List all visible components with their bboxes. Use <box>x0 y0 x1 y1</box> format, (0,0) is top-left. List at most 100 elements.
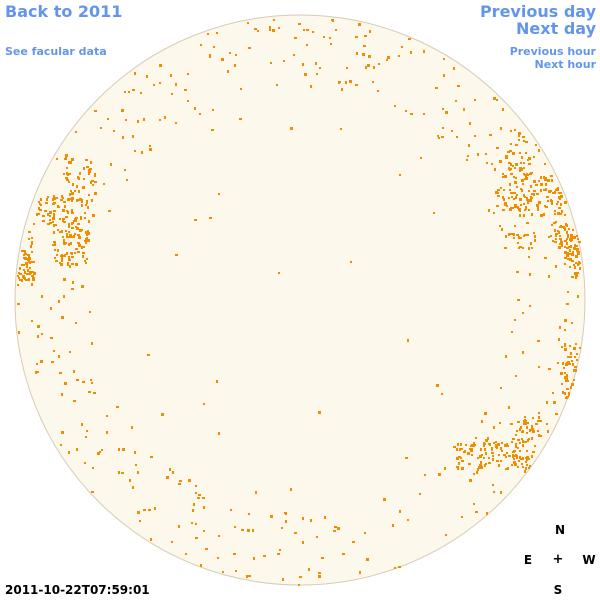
facula-spot <box>62 197 64 199</box>
facula-spot <box>32 261 35 263</box>
facula-spot <box>523 162 525 164</box>
facula-spot <box>310 85 312 88</box>
facula-spot <box>25 279 28 281</box>
facula-spot <box>383 498 386 501</box>
facula-spot <box>358 23 361 26</box>
facula-spot <box>19 273 22 275</box>
facula-spot <box>554 210 556 212</box>
facula-spot <box>545 206 548 208</box>
facula-spot <box>75 217 78 219</box>
facula-spot <box>554 213 556 215</box>
facula-spot <box>507 445 509 447</box>
facula-spot <box>350 261 352 263</box>
facula-spot <box>53 224 55 227</box>
facula-spot <box>566 238 568 240</box>
facula-spot <box>574 366 577 368</box>
facula-spot <box>166 476 169 479</box>
facula-spot <box>125 119 127 121</box>
facular-data-link[interactable]: See facular data <box>5 45 107 58</box>
facula-spot <box>203 403 205 405</box>
facula-spot <box>544 257 547 259</box>
facula-spot <box>33 223 35 225</box>
facula-spot <box>420 157 422 159</box>
facula-spot <box>91 180 94 182</box>
facula-spot <box>511 331 513 333</box>
facula-spot <box>518 208 521 211</box>
facula-spot <box>21 250 23 252</box>
facula-spot <box>498 464 500 467</box>
facula-spot <box>74 252 76 254</box>
facula-spot <box>574 356 576 358</box>
facula-spot <box>316 73 318 75</box>
facula-spot <box>568 228 570 230</box>
facula-spot <box>533 193 535 196</box>
facula-spot <box>67 264 69 266</box>
facula-spot <box>441 136 444 138</box>
facula-spot <box>91 342 93 345</box>
facula-spot <box>516 430 518 432</box>
facula-spot <box>571 254 574 256</box>
facula-spot <box>518 139 520 141</box>
facula-spot <box>278 27 280 29</box>
facula-spot <box>53 213 55 216</box>
facula-spot <box>61 431 64 434</box>
facula-spot <box>349 80 352 83</box>
facula-spot <box>555 235 557 237</box>
facula-spot <box>438 137 440 139</box>
facula-spot <box>79 229 82 232</box>
facula-spot <box>531 428 534 431</box>
facula-spot <box>405 110 407 112</box>
back-to-year-link[interactable]: Back to 2011 <box>5 2 123 21</box>
facula-spot <box>134 150 136 152</box>
facula-spot <box>49 219 51 221</box>
facula-spot <box>106 415 108 417</box>
next-day-link[interactable]: Next day <box>516 19 596 38</box>
compass-north: N <box>554 523 566 537</box>
facula-spot <box>474 135 476 137</box>
facula-spot <box>523 167 525 169</box>
facula-spot <box>566 362 569 365</box>
facula-spot <box>519 246 522 248</box>
facula-spot <box>59 231 62 233</box>
facula-spot <box>124 169 126 171</box>
facula-spot <box>38 201 40 203</box>
previous-day-link[interactable]: Previous day <box>479 2 596 21</box>
facula-spot <box>564 319 567 322</box>
facula-spot <box>329 37 331 39</box>
facula-spot <box>464 450 466 452</box>
facula-spot <box>575 255 578 258</box>
facula-spot <box>526 222 529 224</box>
facula-spot <box>557 212 560 215</box>
facula-spot <box>433 212 435 214</box>
facula-spot <box>529 157 531 160</box>
facula-spot <box>315 62 317 65</box>
facula-spot <box>302 541 304 544</box>
facula-spot <box>506 452 508 454</box>
observation-timestamp: 2011-10-22T07:59:01 <box>5 583 150 597</box>
facula-spot <box>27 258 29 261</box>
facula-spot <box>234 64 236 67</box>
facula-spot <box>28 238 30 240</box>
facula-spot <box>57 205 59 208</box>
facula-spot <box>519 214 521 217</box>
facula-spot <box>453 446 456 448</box>
facula-spot <box>193 503 195 506</box>
facula-spot <box>544 205 546 207</box>
next-hour-link[interactable]: Next hour <box>534 58 597 71</box>
previous-hour-link[interactable]: Previous hour <box>509 45 596 58</box>
facula-spot <box>567 234 569 237</box>
facula-spot <box>519 167 522 169</box>
facula-spot <box>71 158 74 161</box>
facula-spot <box>457 85 460 87</box>
facula-spot <box>564 246 566 248</box>
facula-spot <box>578 261 580 264</box>
facula-spot <box>561 210 563 213</box>
facula-spot <box>195 537 198 539</box>
facula-spot <box>62 236 64 238</box>
facula-spot <box>570 356 572 358</box>
facula-spot <box>333 530 336 532</box>
facula-spot <box>505 355 507 358</box>
facula-spot <box>445 111 448 114</box>
facula-spot <box>423 50 425 53</box>
facula-spot <box>567 258 569 260</box>
